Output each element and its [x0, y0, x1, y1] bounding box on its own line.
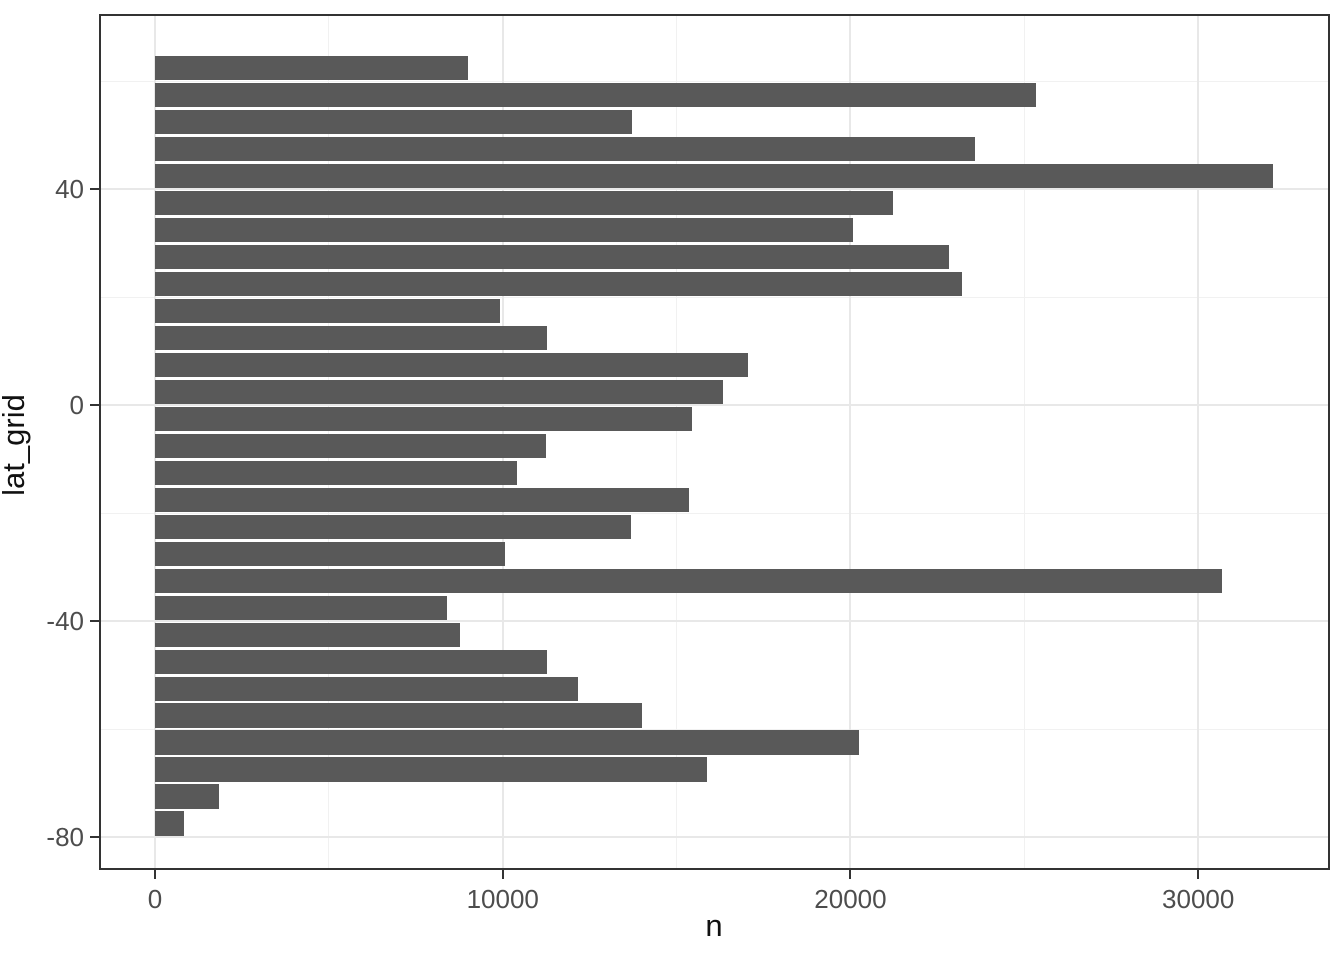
bar: [154, 433, 546, 458]
bar: [154, 406, 692, 431]
gridline-major-vertical: [849, 14, 852, 870]
y-tick-label: -40: [46, 606, 84, 637]
bar: [154, 460, 517, 485]
gridline-major-horizontal: [99, 404, 1330, 407]
gridline-minor-horizontal: [99, 512, 1330, 514]
bar: [154, 703, 643, 728]
gridline-minor-horizontal: [99, 728, 1330, 730]
plot-panel: [99, 14, 1330, 870]
bar: [154, 514, 631, 539]
x-tick-label: 30000: [1162, 884, 1235, 914]
bar: [154, 217, 853, 243]
x-axis-tick: [501, 870, 504, 879]
bar: [154, 541, 506, 566]
bar: [154, 730, 859, 755]
x-axis-tick: [1197, 870, 1200, 879]
y-axis-tick: [90, 620, 99, 623]
y-tick-label: -80: [46, 822, 84, 853]
bar: [154, 244, 949, 269]
gridline-minor-vertical: [676, 14, 678, 870]
gridline-minor-vertical: [1023, 14, 1025, 870]
x-tick-label: 20000: [814, 884, 887, 914]
bar: [154, 676, 578, 701]
y-tick-label: 40: [55, 174, 84, 205]
bar: [154, 190, 894, 216]
bar: [154, 271, 962, 296]
gridline-major-horizontal: [99, 836, 1330, 839]
bar: [154, 622, 461, 647]
gridline-major-vertical: [1197, 14, 1200, 870]
y-axis-tick: [90, 836, 99, 839]
bar: [154, 298, 501, 323]
x-axis-tick: [153, 870, 156, 879]
y-axis-title: lat_grid: [0, 394, 31, 496]
bar: [154, 109, 633, 135]
bar: [154, 163, 1274, 189]
x-tick-label: 10000: [466, 884, 539, 914]
gridline-minor-horizontal: [99, 80, 1330, 82]
bar: [154, 568, 1222, 593]
bar: [154, 487, 690, 512]
bar: [154, 55, 469, 81]
gridline-minor-horizontal: [99, 296, 1330, 298]
x-tick-label: 0: [147, 884, 163, 914]
bar: [154, 82, 1036, 108]
bar: [154, 811, 184, 836]
bar: [154, 649, 548, 674]
bar: [154, 757, 707, 782]
y-axis-tick: [90, 188, 99, 191]
bar: [154, 325, 547, 350]
gridline-major-horizontal: [99, 620, 1330, 623]
bar: [154, 595, 447, 620]
x-axis-title: n: [705, 908, 723, 943]
bar: [154, 136, 975, 162]
bar: [154, 784, 219, 809]
gridline-major-horizontal: [99, 188, 1330, 191]
y-axis-tick: [90, 404, 99, 407]
bar: [154, 379, 723, 404]
x-axis-tick: [849, 870, 852, 879]
bar: [154, 352, 748, 377]
y-tick-label: 0: [69, 390, 84, 421]
